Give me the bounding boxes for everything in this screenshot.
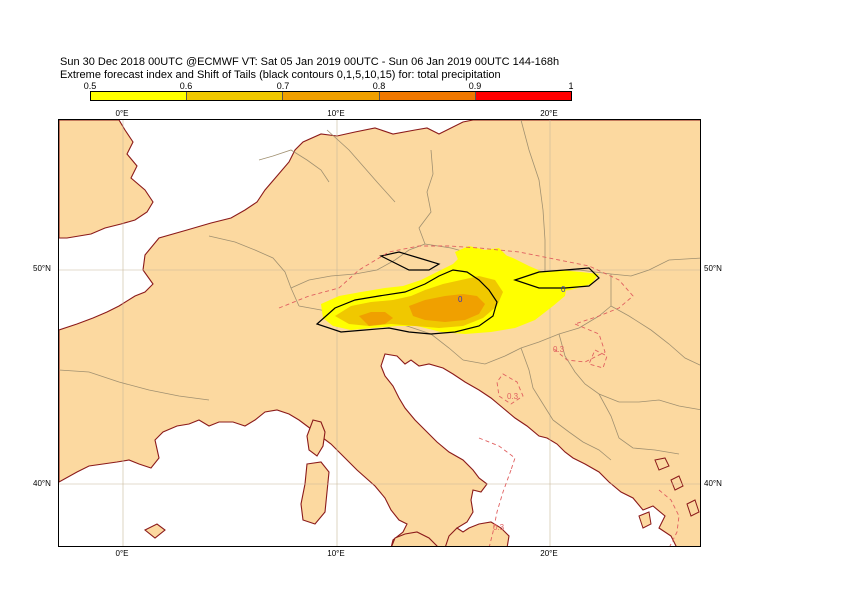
contour-label-4: 0.3 — [493, 523, 505, 532]
map-title-line2: Extreme forecast index and Shift of Tail… — [60, 69, 501, 81]
graticule — [59, 120, 700, 546]
contour-label-0: 0 — [458, 295, 463, 304]
colorbar-label-2: 0.7 — [276, 81, 290, 91]
colorbar-label-0: 0.5 — [83, 81, 97, 91]
map-title-line1: Sun 30 Dec 2018 00UTC @ECMWF VT: Sat 05 … — [60, 56, 560, 68]
lon-label-top-20: 20°E — [540, 109, 558, 118]
land-great-britain — [59, 120, 154, 239]
land-aegean-islands — [638, 457, 700, 529]
colorbar-segment-0 — [91, 92, 188, 100]
colorbar-segment-2 — [283, 92, 380, 100]
land-continental-europe — [59, 120, 700, 546]
land-balearics — [143, 523, 166, 539]
colorbar-segment-1 — [187, 92, 284, 100]
sot-contours — [315, 251, 600, 335]
colorbar-segment-4 — [475, 92, 572, 100]
contour-label-3: 0.3 — [507, 392, 519, 401]
contour-label-1: 0 — [561, 285, 566, 294]
efi-area-yellow-north — [455, 246, 509, 272]
lat-label-left-40: 40°N — [33, 479, 51, 488]
lon-label-bottom-0: 0°E — [115, 549, 129, 558]
colorbar-label-1: 0.6 — [179, 81, 193, 91]
efi-area-orange — [409, 294, 485, 322]
lon-label-bottom-20: 20°E — [540, 549, 558, 558]
map-panel: 0 0 0.3 0.3 0.3 — [58, 119, 701, 547]
colorbar — [90, 91, 572, 101]
land-sicily — [391, 531, 438, 546]
land-corsica — [306, 419, 326, 457]
land-italy-heel — [445, 521, 510, 546]
colorbar-label-4: 0.9 — [468, 81, 482, 91]
lon-label-bottom-10: 10°E — [327, 549, 345, 558]
colorbar-segment-3 — [379, 92, 476, 100]
lon-label-top-10: 10°E — [327, 109, 345, 118]
contour-label-2: 0.3 — [553, 345, 565, 354]
colorbar-label-3: 0.8 — [372, 81, 386, 91]
efi-dashed-contours — [278, 245, 680, 546]
map-canvas: 0 0 0.3 0.3 0.3 — [59, 120, 700, 546]
lon-label-top-0: 0°E — [115, 109, 129, 118]
lat-label-right-40: 40°N — [704, 479, 722, 488]
land-sardinia — [300, 461, 330, 525]
lat-label-right-50: 50°N — [704, 264, 722, 273]
colorbar-label-5: 1 — [568, 81, 574, 91]
lat-label-left-50: 50°N — [33, 264, 51, 273]
efi-area-orange-west — [359, 312, 393, 326]
